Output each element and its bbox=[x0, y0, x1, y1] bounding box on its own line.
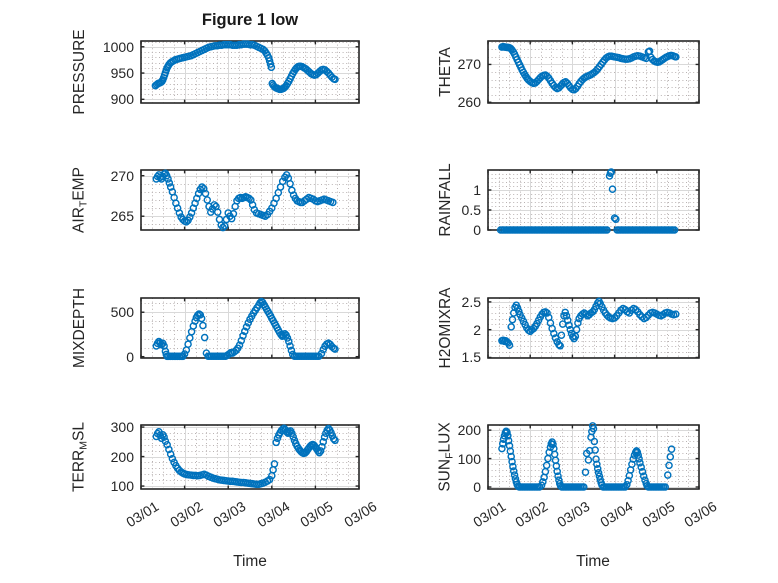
x-tick-label: 03/01 bbox=[123, 498, 162, 531]
subplot-rainfall-canvas bbox=[480, 162, 707, 238]
subplot-air_temp-canvas bbox=[133, 162, 367, 238]
y-tick-label: 0 bbox=[473, 479, 481, 495]
x-tick-label: 03/03 bbox=[210, 498, 249, 531]
y-tick-label: 1.5 bbox=[461, 349, 481, 366]
subplot-h2omixra-canvas bbox=[480, 290, 707, 366]
y-tick-label: 1 bbox=[473, 182, 481, 198]
y-tick-label: 300 bbox=[110, 419, 134, 436]
y-tick-label: 2 bbox=[473, 321, 481, 338]
x-tick-label: 03/06 bbox=[341, 498, 380, 531]
y-tick-label: 100 bbox=[110, 478, 134, 495]
x-tick-label: 03/04 bbox=[254, 498, 293, 531]
y-tick-label: 200 bbox=[457, 422, 481, 439]
y-tick-label: 0 bbox=[473, 222, 481, 238]
y-tick-label: 2.5 bbox=[461, 293, 481, 310]
time-axis-label-right: Time bbox=[576, 553, 610, 570]
subplot-mixdepth-canvas bbox=[133, 290, 367, 366]
time-axis-label-left: Time bbox=[233, 553, 267, 570]
x-tick-label: 03/02 bbox=[166, 498, 206, 531]
y-tick-label: 200 bbox=[110, 448, 134, 465]
y-tick-label: 1000 bbox=[102, 38, 134, 55]
y-tick-label: 0 bbox=[126, 348, 134, 365]
y-tick-label: 270 bbox=[110, 167, 134, 184]
y-tick-label: 950 bbox=[110, 65, 134, 82]
subplot-pressure-canvas bbox=[133, 33, 367, 111]
y-tick-label: 100 bbox=[457, 450, 481, 467]
y-tick-label: 270 bbox=[457, 56, 481, 73]
y-tick-label: 900 bbox=[110, 91, 134, 108]
figure-title: Figure 1 low bbox=[201, 11, 299, 29]
subplot-sun_flux-canvas bbox=[480, 417, 707, 497]
subplot-theta-canvas bbox=[480, 33, 707, 111]
subplot-terr_msl-canvas bbox=[133, 417, 367, 497]
y-tick-label: 0.5 bbox=[461, 202, 481, 218]
y-tick-label: 500 bbox=[110, 304, 134, 321]
y-tick-label: 265 bbox=[110, 208, 134, 225]
x-tick-label: 03/05 bbox=[297, 498, 336, 531]
y-tick-label: 260 bbox=[457, 94, 481, 111]
